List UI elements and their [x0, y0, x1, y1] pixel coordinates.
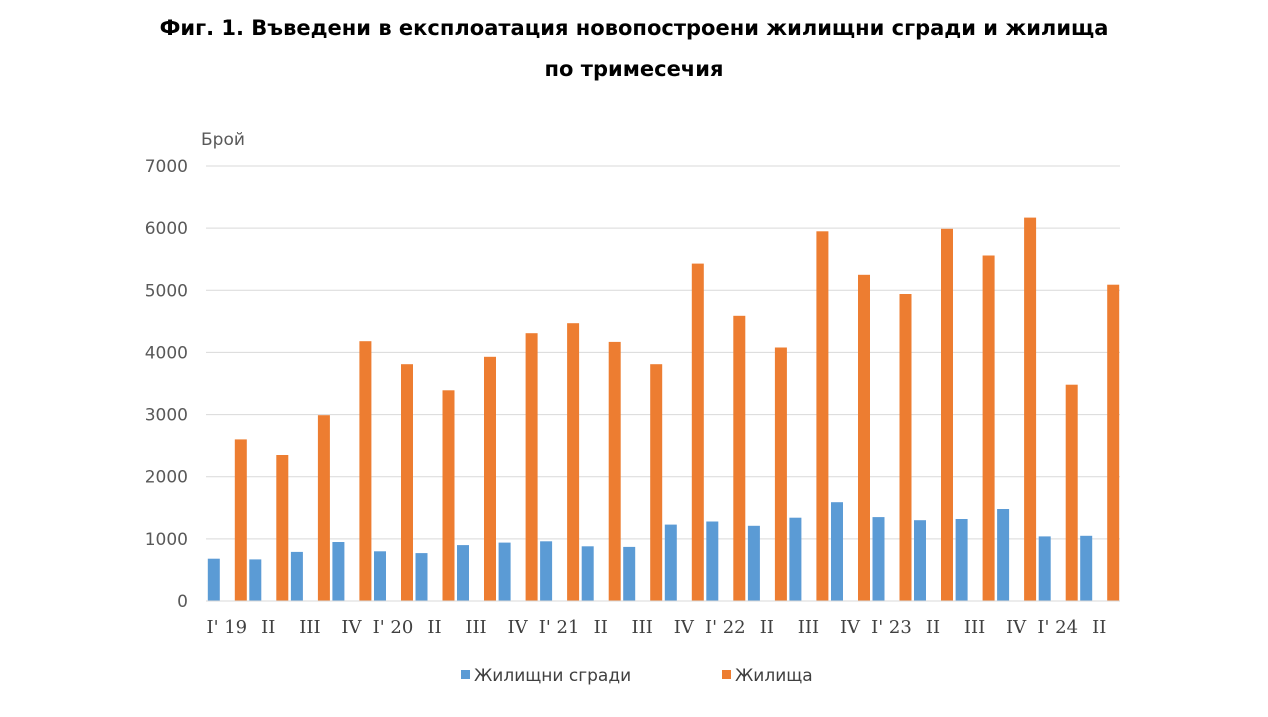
bar-residential-buildings — [955, 519, 968, 601]
bar-dwellings — [816, 231, 829, 602]
bar-dwellings — [567, 323, 580, 601]
y-tick-label: 5000 — [145, 281, 188, 301]
bar-residential-buildings — [872, 517, 885, 601]
y-axis-label: Брой — [201, 130, 245, 150]
bar-residential-buildings — [374, 551, 386, 601]
x-tick-label: III — [632, 617, 653, 638]
x-tick-label: IV — [674, 617, 695, 638]
x-tick-label: IV — [508, 617, 529, 638]
bar-dwellings — [941, 228, 953, 602]
bar-dwellings — [359, 341, 372, 601]
bar-residential-buildings — [706, 521, 719, 601]
bar-residential-buildings — [789, 517, 802, 601]
legend-item-residential-buildings-swatch — [461, 670, 470, 679]
bar-dwellings — [484, 356, 496, 601]
bar-dwellings — [774, 347, 787, 601]
bar-residential-buildings — [997, 509, 1010, 601]
bar-dwellings — [899, 294, 912, 601]
bar-dwellings — [1065, 384, 1078, 601]
bar-dwellings — [1107, 284, 1120, 601]
bar-residential-buildings — [664, 524, 677, 601]
x-tick-label: III — [798, 617, 819, 638]
bar-dwellings — [234, 439, 247, 601]
bar-residential-buildings — [540, 541, 553, 601]
x-tick-label: II — [594, 617, 608, 638]
bar-residential-buildings — [457, 545, 469, 601]
bar-residential-buildings — [914, 520, 926, 601]
y-tick-label: 1000 — [145, 530, 188, 550]
bar-dwellings — [525, 333, 538, 601]
bar-residential-buildings — [747, 525, 760, 601]
x-tick-label: I' 22 — [705, 617, 746, 638]
chart-title-line-1: Фиг. 1. Въведени в експлоатация новопост… — [159, 16, 1109, 40]
bar-residential-buildings — [581, 546, 594, 601]
y-tick-label: 6000 — [145, 219, 188, 239]
bar-dwellings — [691, 263, 704, 601]
x-tick-label: II — [926, 617, 940, 638]
y-tick-label: 4000 — [145, 343, 188, 363]
x-tick-label: II — [427, 617, 441, 638]
chart-title-line-2: по тримесечия — [544, 57, 724, 81]
bar-dwellings — [608, 341, 621, 601]
bar-dwellings — [317, 415, 330, 601]
x-tick-label: III — [465, 617, 486, 638]
x-tick-label: III — [964, 617, 985, 638]
y-tick-label: 0 — [177, 592, 188, 612]
x-tick-label: II — [1092, 617, 1106, 638]
bar-residential-buildings — [207, 558, 220, 601]
bar-dwellings — [1024, 217, 1037, 601]
x-tick-label: IV — [1006, 617, 1027, 638]
x-tick-label: II — [261, 617, 275, 638]
bar-residential-buildings — [1080, 535, 1093, 602]
bar-residential-buildings — [1038, 536, 1051, 601]
bar-residential-buildings — [498, 542, 511, 601]
x-tick-label: I' 23 — [871, 617, 912, 638]
bar-residential-buildings — [290, 551, 303, 601]
x-tick-label: I' 19 — [206, 617, 247, 638]
bar-residential-buildings — [415, 553, 428, 601]
bar-residential-buildings — [249, 559, 262, 601]
y-tick-label: 2000 — [145, 468, 188, 488]
x-tick-label: II — [760, 617, 774, 638]
bar-dwellings — [733, 315, 746, 601]
bar-residential-buildings — [623, 546, 636, 601]
bar-dwellings — [650, 364, 663, 601]
bar-residential-buildings — [332, 542, 345, 601]
x-tick-label: IV — [341, 617, 362, 638]
bar-dwellings — [442, 390, 455, 601]
bar-dwellings — [401, 364, 413, 601]
bar-dwellings — [276, 455, 289, 601]
legend-item-residential-buildings-label: Жилищни сгради — [474, 666, 631, 686]
bar-dwellings — [858, 274, 870, 602]
x-tick-label: I' 20 — [373, 617, 414, 638]
x-tick-label: IV — [840, 617, 861, 638]
legend-item-dwellings-swatch — [722, 670, 731, 679]
y-tick-label: 7000 — [145, 157, 188, 177]
bar-dwellings — [982, 255, 995, 601]
x-tick-label: III — [299, 617, 320, 638]
x-tick-label: I' 24 — [1037, 617, 1078, 638]
y-tick-label: 3000 — [145, 406, 188, 426]
bar-residential-buildings — [831, 502, 843, 601]
legend-item-dwellings-label: Жилища — [735, 666, 813, 686]
x-tick-label: I' 21 — [539, 617, 580, 638]
